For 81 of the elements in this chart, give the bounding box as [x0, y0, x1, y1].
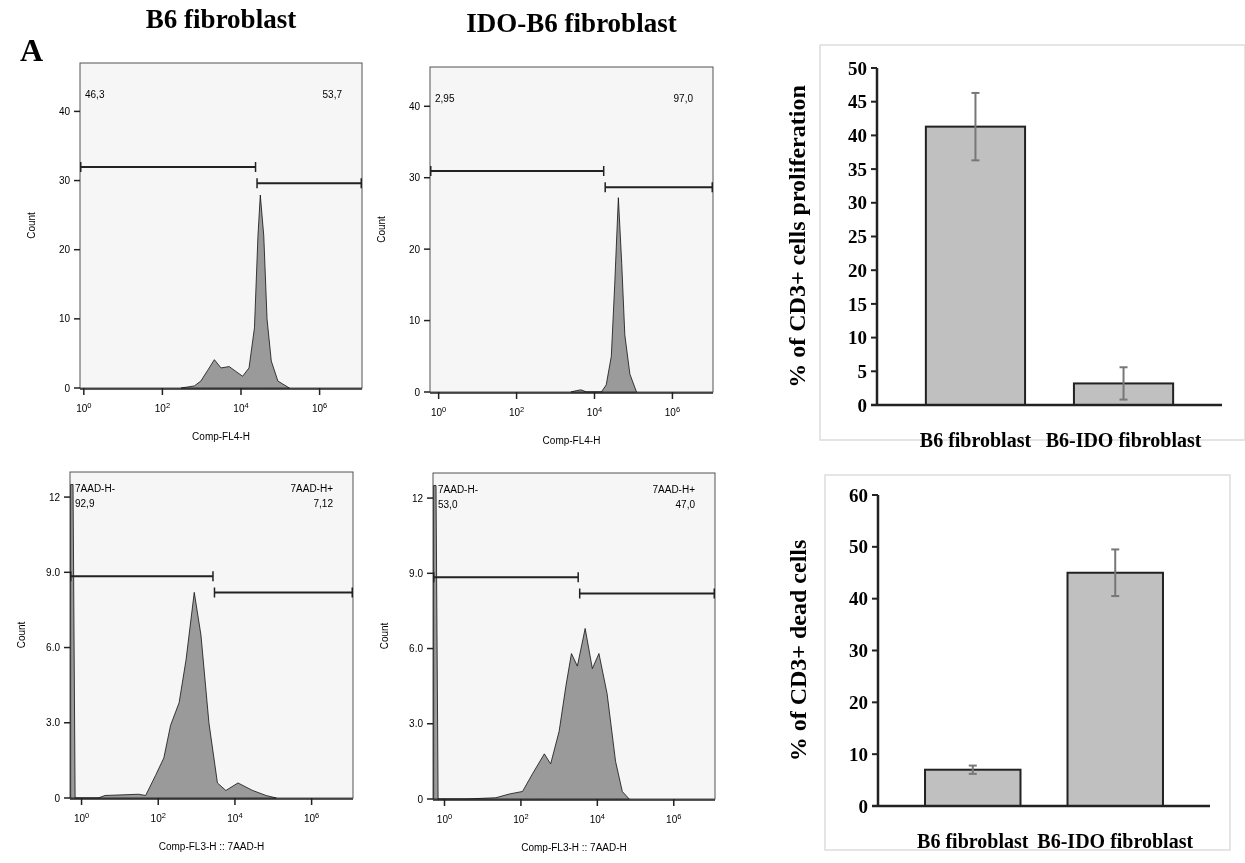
y-tick-label: 10	[848, 327, 867, 349]
y-tick-label: 5	[857, 360, 867, 382]
x-tick-label: 10$^{4}$	[589, 811, 605, 825]
y-tick-label: 30	[848, 192, 867, 214]
x-tick-label: 10$^{0}$	[431, 404, 447, 418]
x-axis-title: Comp-FL4-H	[542, 435, 601, 446]
x-axis-title: Comp-FL3-H :: 7AAD-H	[521, 842, 627, 853]
band-label: 7AAD-H-	[75, 483, 116, 494]
x-tick-label: B6-IDO fibroblast	[1037, 830, 1194, 852]
y-tick-label: 6.0	[409, 643, 424, 655]
x-tick-label: 10$^{2}$	[154, 400, 171, 414]
x-tick-label: 10$^{2}$	[513, 811, 529, 825]
y-tick-label: 60	[849, 484, 868, 506]
chart-title: IDO-B6 fibroblast	[466, 8, 677, 38]
annotation: 2,95	[435, 93, 455, 104]
x-tick-label: B6-IDO fibroblast	[1045, 429, 1202, 451]
y-tick-label: 3.0	[46, 717, 61, 729]
y-tick-label: 15	[848, 293, 867, 315]
y-tick-label: 0	[414, 386, 421, 398]
x-axis-title: Comp-FL3-H :: 7AAD-H	[158, 841, 265, 852]
annotation: 7,12	[313, 498, 334, 509]
y-axis-title: % of CD3+ cells proliferation	[784, 85, 810, 388]
annotation: 47,0	[675, 499, 696, 510]
y-tick-label: 30	[58, 175, 71, 187]
band-label: 7AAD-H+	[290, 483, 334, 494]
y-tick-label: 10	[408, 315, 421, 327]
band-label: 7AAD-H+	[652, 484, 696, 495]
annotation: 46,3	[85, 89, 105, 100]
chart-title: B6 fibroblast	[145, 4, 297, 34]
y-tick-label: 6.0	[46, 642, 61, 654]
annotation: 97,0	[673, 93, 694, 104]
y-tick-label: 20	[58, 244, 71, 256]
y-tick-label: 45	[848, 91, 867, 113]
y-tick-label: 30	[849, 640, 868, 662]
annotation: 53,0	[438, 499, 458, 510]
y-tick-label: 40	[848, 125, 867, 147]
y-tick-label: 9.0	[46, 566, 61, 578]
x-axis-title: Comp-FL4-H	[192, 431, 250, 442]
y-tick-label: 0	[857, 394, 867, 416]
y-tick-label: 50	[848, 57, 867, 79]
y-axis-title: Count	[376, 215, 387, 243]
y-tick-label: 40	[408, 100, 421, 112]
y-tick-label: 10	[58, 313, 71, 325]
annotation: 92,9	[75, 498, 95, 509]
y-tick-label: 20	[849, 691, 868, 713]
x-tick-label: 10$^{0}$	[436, 811, 453, 825]
x-tick-label: 10$^{2}$	[508, 404, 525, 418]
x-tick-label: 10$^{4}$	[227, 810, 243, 824]
y-tick-label: 25	[848, 226, 867, 248]
y-tick-label: 40	[58, 105, 71, 117]
y-tick-label: 12	[48, 491, 61, 503]
x-tick-label: 10$^{6}$	[303, 810, 320, 824]
y-tick-label: 3.0	[409, 718, 424, 730]
y-axis-title: Count	[16, 621, 27, 649]
y-tick-label: 20	[408, 243, 421, 255]
x-tick-label: 10$^{4}$	[586, 404, 603, 418]
x-tick-label: 10$^{6}$	[311, 400, 328, 414]
y-tick-label: 35	[848, 158, 867, 180]
y-axis-title: Count	[26, 211, 37, 239]
y-tick-label: 20	[848, 259, 867, 281]
x-tick-label: 10$^{0}$	[76, 400, 92, 414]
text: A	[20, 32, 44, 68]
y-tick-label: 40	[849, 588, 868, 610]
y-axis-title: Count	[379, 622, 390, 650]
y-tick-label: 0	[858, 795, 868, 817]
x-tick-label: 10$^{0}$	[73, 810, 90, 824]
y-axis-title: % of CD3+ dead cells	[785, 539, 811, 762]
y-tick-label: 0	[54, 792, 61, 804]
x-tick-label: 10$^{6}$	[664, 404, 681, 418]
x-tick-label: 10$^{4}$	[233, 400, 249, 414]
y-tick-label: 30	[408, 172, 421, 184]
y-tick-label: 12	[411, 492, 424, 504]
y-tick-label: 9.0	[409, 567, 424, 579]
y-tick-label: 0	[417, 793, 424, 805]
x-tick-label: 10$^{6}$	[666, 811, 682, 825]
y-tick-label: 10	[849, 743, 868, 765]
y-tick-label: 0	[64, 382, 71, 394]
y-tick-label: 50	[849, 536, 868, 558]
annotation: 53,7	[322, 89, 343, 100]
band-label: 7AAD-H-	[438, 484, 479, 495]
x-tick-label: 10$^{2}$	[150, 810, 166, 824]
